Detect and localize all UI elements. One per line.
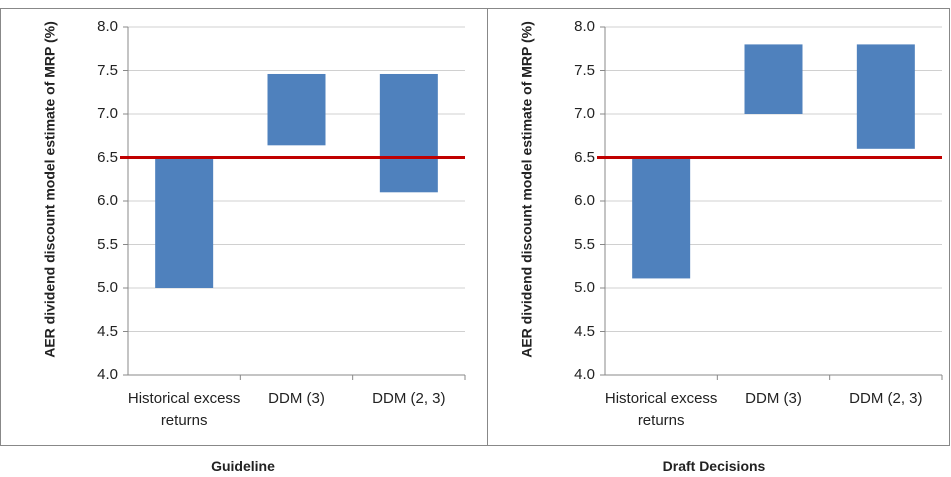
y-tick-label: 5.0 (574, 279, 595, 296)
y-tick-label: 4.5 (574, 322, 595, 340)
x-tick-label: Historical excess returns (604, 390, 718, 429)
bar (155, 157, 214, 288)
bar (267, 73, 326, 146)
x-axis-title: Guideline (211, 458, 275, 474)
y-tick-label: 7.5 (574, 61, 595, 79)
x-tick-label: DDM (2, 3) (372, 390, 446, 407)
bar (744, 44, 803, 114)
y-tick-label: 6.0 (97, 192, 118, 209)
chart-frame (487, 8, 950, 446)
y-tick-label: 7.0 (574, 105, 595, 122)
y-tick-label: 4.0 (574, 366, 595, 383)
y-tick-label: 5.5 (97, 235, 118, 253)
y-tick-label: 5.5 (574, 235, 595, 253)
y-axis-title: AER dividend discount model estimate of … (41, 21, 58, 358)
y-tick-label: 6.5 (574, 148, 595, 166)
y-axis-title: AER dividend discount model estimate of … (518, 21, 535, 358)
y-tick-label: 7.5 (97, 61, 118, 79)
x-tick-label: DDM (3) (745, 390, 802, 407)
y-tick-label: 8.0 (97, 18, 118, 35)
x-tick-label: DDM (3) (268, 390, 325, 407)
bar (379, 73, 438, 193)
y-tick-label: 4.0 (97, 366, 118, 383)
bar (856, 44, 915, 149)
x-axis-title: Draft Decisions (662, 458, 766, 474)
y-tick-label: 5.0 (97, 279, 118, 296)
bar (632, 157, 691, 279)
y-tick-label: 8.0 (574, 18, 595, 35)
y-tick-label: 6.0 (574, 192, 595, 209)
y-tick-label: 7.0 (97, 105, 118, 122)
x-tick-label: Historical excess returns (127, 390, 241, 429)
x-tick-label: DDM (2, 3) (849, 390, 923, 407)
y-tick-label: 6.5 (97, 148, 118, 166)
y-tick-label: 4.5 (97, 322, 118, 340)
